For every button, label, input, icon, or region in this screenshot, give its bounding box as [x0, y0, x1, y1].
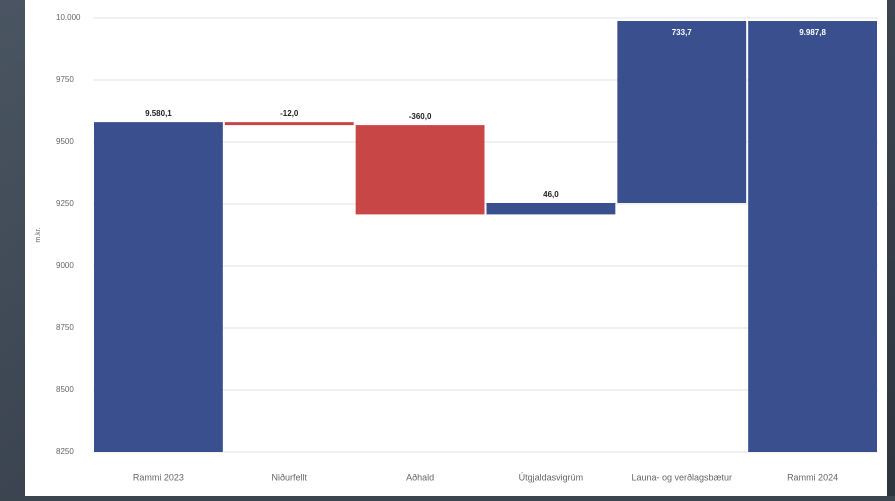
y-tick-label: 9000: [56, 261, 74, 270]
value-label: 733,7: [672, 28, 693, 37]
x-tick-label: Rammi 2023: [133, 472, 184, 482]
y-tick-label: 8250: [56, 447, 74, 456]
bar: [748, 21, 877, 452]
y-axis-label: m.kr.: [35, 227, 42, 242]
y-tick-label: 10.000: [56, 13, 81, 22]
bar: [486, 202, 616, 215]
bar: [224, 122, 354, 126]
bar: [355, 125, 485, 215]
y-tick-label: 9250: [56, 199, 74, 208]
x-tick-label: Útgjaldasvigrúm: [519, 472, 584, 482]
x-tick-label: Niðurfellt: [271, 472, 307, 482]
y-tick-label: 9500: [56, 137, 74, 146]
x-tick-label: Launa- og verðlagsbætur: [631, 472, 732, 482]
value-label: 46,0: [543, 190, 559, 199]
y-tick-label: 8500: [56, 385, 74, 394]
value-label: -12,0: [280, 109, 299, 118]
bar: [617, 21, 747, 203]
value-label: -360,0: [409, 112, 432, 121]
value-label: 9.580,1: [145, 109, 172, 118]
value-label: 9.987,8: [799, 28, 826, 37]
y-tick-label: 8750: [56, 323, 74, 332]
y-tick-label: 9750: [56, 75, 74, 84]
x-tick-label: Rammi 2024: [787, 472, 838, 482]
x-tick-label: Aðhald: [406, 472, 434, 482]
bar: [94, 122, 223, 453]
